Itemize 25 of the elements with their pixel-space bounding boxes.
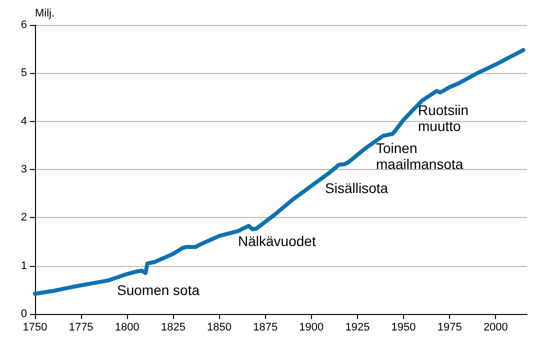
x-tick-label: 1800 [114, 322, 140, 334]
x-tick-label: 1925 [345, 322, 370, 334]
x-tick-label: 1900 [299, 322, 324, 334]
y-tick-label: 3 [20, 164, 27, 176]
annotation: Ruotsiin muutto [418, 102, 469, 134]
y-tick-label: 6 [20, 19, 27, 31]
y-tick-label: 1 [20, 260, 27, 272]
x-tick-label: 1950 [391, 322, 416, 334]
y-tick-label: 0 [20, 308, 27, 320]
annotation: Nälkävuodet [238, 233, 316, 249]
y-tick-label: 4 [20, 115, 27, 128]
x-tick-label: 2000 [483, 322, 508, 334]
y-tick-label: 5 [20, 67, 27, 80]
x-tick-label: 1750 [22, 322, 48, 334]
x-tick-label: 1975 [437, 322, 462, 334]
x-tick-label: 1875 [253, 322, 278, 334]
y-tick-label: 2 [20, 212, 27, 224]
x-tick-label: 1825 [160, 322, 186, 334]
annotation: Suomen sota [117, 282, 200, 298]
annotation: Sisällisota [325, 180, 388, 196]
annotation: Toinen maailmansota [376, 140, 464, 172]
y-axis-title: Milj. [35, 8, 55, 20]
line-series [33, 48, 526, 296]
x-tick-label: 1775 [68, 322, 94, 334]
x-tick-label: 1850 [207, 322, 232, 334]
